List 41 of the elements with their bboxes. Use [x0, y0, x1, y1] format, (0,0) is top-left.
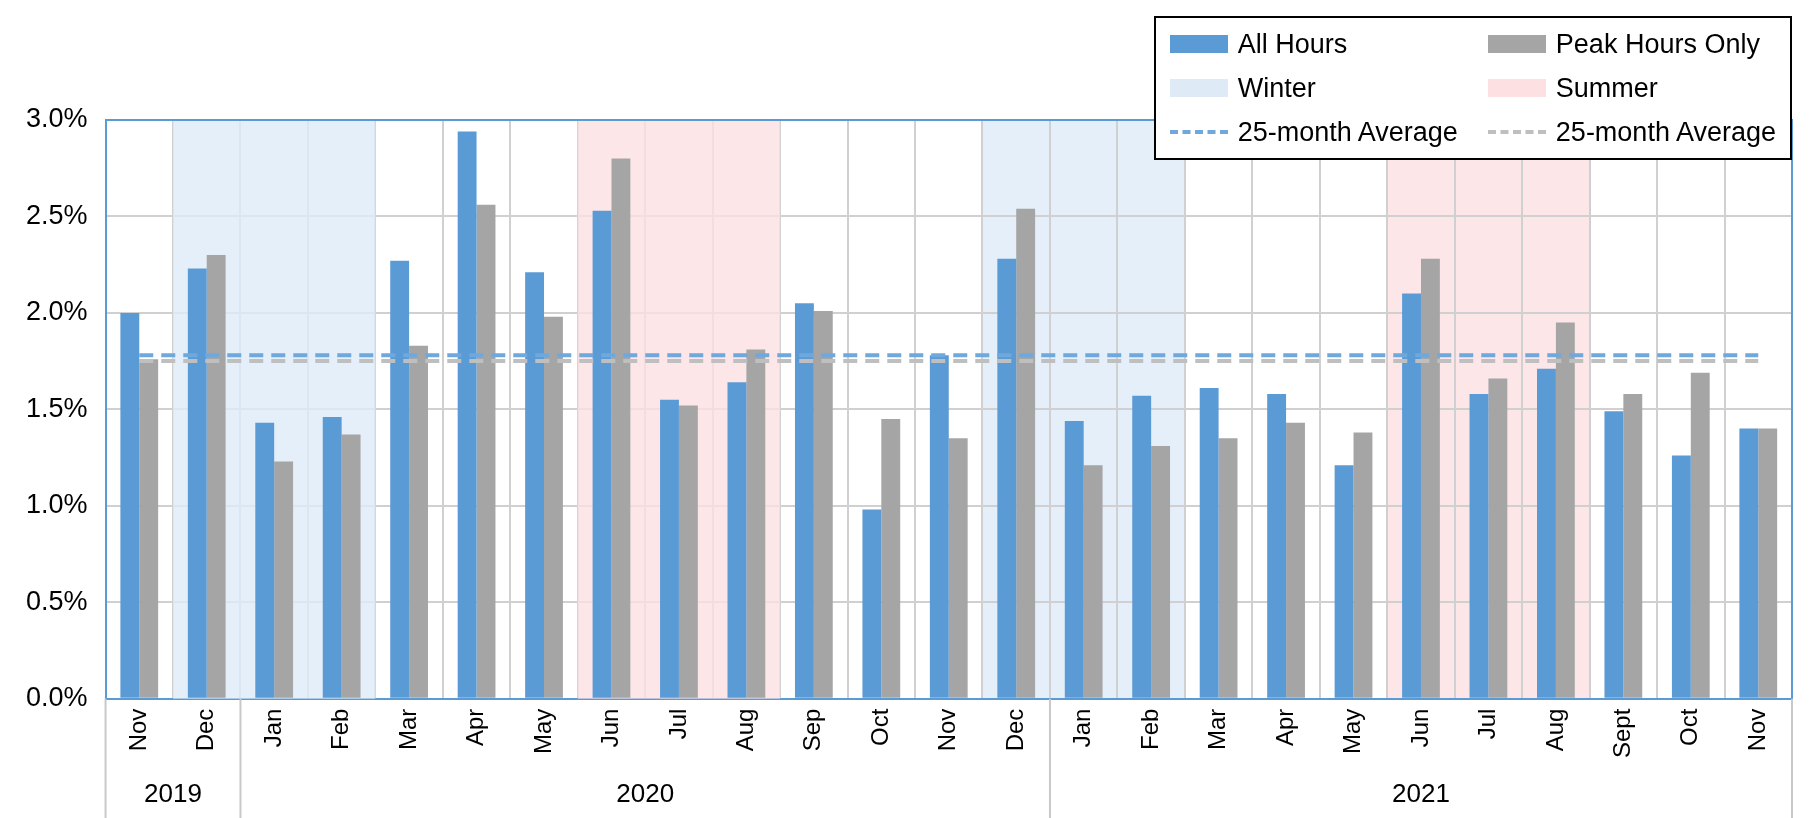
- y-tick-label: 2.0%: [25, 296, 88, 327]
- x-tick-label: Oct: [865, 708, 893, 746]
- x-tick-label: Feb: [1135, 708, 1163, 750]
- x-tick-label: May: [1338, 708, 1366, 754]
- y-tick-label: 1.5%: [25, 392, 88, 423]
- x-tick-label: Mar: [393, 708, 421, 750]
- legend-label: 25-month Average: [1237, 116, 1458, 148]
- legend-label: Winter: [1237, 72, 1316, 104]
- legend-label: Peak Hours Only: [1555, 28, 1760, 60]
- y-tick-label: 1.0%: [25, 489, 88, 520]
- x-tick-label: Sept: [1607, 708, 1635, 758]
- x-tick-label: Dec: [191, 708, 219, 752]
- x-tick-label: Nov: [933, 708, 961, 752]
- x-tick-label: Jun: [1405, 708, 1433, 748]
- x-tick-label: May: [528, 708, 556, 754]
- y-tick-label: 0.0%: [25, 682, 88, 713]
- legend-label: 25-month Average: [1555, 116, 1776, 148]
- x-tick-label: Jun: [596, 708, 624, 748]
- x-tick-label: Feb: [326, 708, 354, 750]
- legend-label: Summer: [1555, 72, 1658, 104]
- text: 2021: [1392, 778, 1450, 809]
- x-tick-label: Jul: [1473, 708, 1501, 740]
- x-tick-label: Mar: [1203, 708, 1231, 750]
- text: 2019: [144, 778, 202, 809]
- x-tick-label: Nov: [123, 708, 151, 752]
- text: 2020: [616, 778, 675, 809]
- x-tick-label: Dec: [1000, 708, 1028, 752]
- x-tick-label: Aug: [731, 708, 759, 752]
- x-tick-label: Nov: [1742, 708, 1770, 752]
- x-tick-label: Sep: [798, 708, 826, 752]
- x-tick-label: Jan: [258, 708, 286, 748]
- legend-label: All Hours: [1237, 28, 1348, 60]
- x-tick-label: Oct: [1675, 708, 1703, 746]
- y-tick-label: 3.0%: [25, 103, 88, 134]
- y-tick-label: 0.5%: [25, 585, 88, 616]
- x-tick-label: Jan: [1068, 708, 1096, 748]
- x-tick-label: Apr: [461, 708, 489, 746]
- x-tick-label: Jul: [663, 708, 691, 740]
- x-tick-label: Apr: [1270, 708, 1298, 746]
- y-tick-label: 2.5%: [25, 199, 88, 230]
- x-tick-label: Aug: [1540, 708, 1568, 752]
